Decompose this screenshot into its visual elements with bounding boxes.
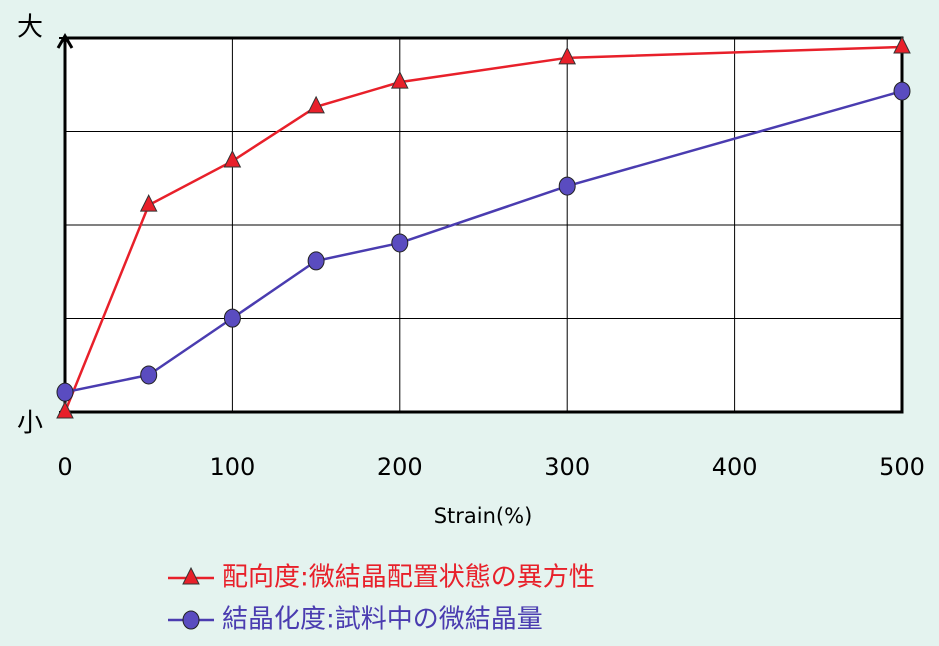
data-point (391, 233, 409, 253)
data-point (558, 176, 576, 196)
data-point (390, 71, 409, 89)
x-tick-label: 0 (57, 453, 72, 481)
y-tick-label: 大 (17, 13, 43, 43)
y-axis-arrow (56, 33, 74, 49)
data-point (223, 308, 241, 328)
data-point (558, 46, 577, 65)
x-tick-label: 300 (544, 453, 590, 481)
plot-border (63, 36, 904, 414)
data-point (56, 382, 74, 402)
y-tick-label: 小 (17, 409, 43, 439)
x-axis-label: Strain(%) (434, 504, 533, 528)
data-point (307, 95, 325, 114)
data-point (307, 251, 325, 271)
x-tick-label: 500 (879, 453, 925, 481)
data-point (56, 400, 74, 419)
x-tick-label: 100 (209, 453, 255, 481)
data-point (223, 149, 242, 168)
legend-label: 結晶化度:試料中の微結晶量 (222, 605, 543, 635)
legend-label: 配向度:微結晶配置状態の異方性 (222, 563, 595, 593)
legend-marker (182, 566, 200, 585)
x-tick-label: 200 (377, 453, 423, 481)
data-point (893, 35, 911, 54)
data-point (140, 365, 158, 385)
data-point (893, 81, 911, 101)
data-point (139, 194, 158, 212)
legend-marker (182, 610, 200, 630)
x-tick-label: 400 (712, 453, 758, 481)
